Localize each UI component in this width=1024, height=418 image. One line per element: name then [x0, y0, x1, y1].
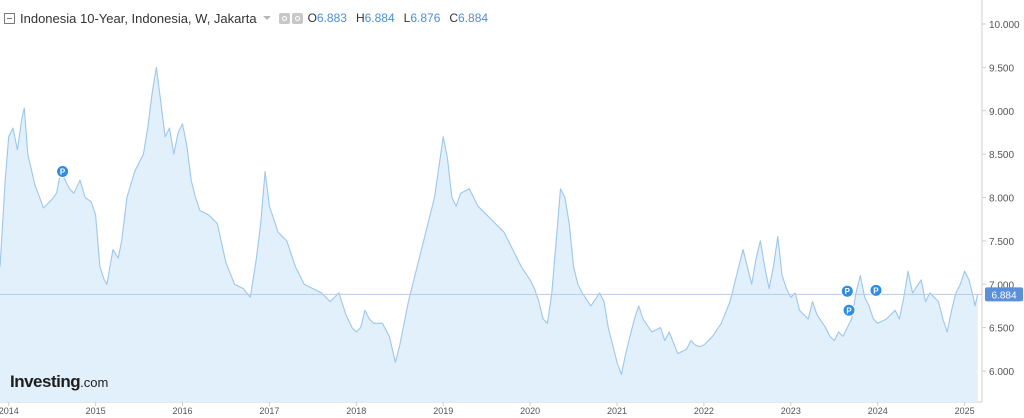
x-tick-label: 2020 — [520, 406, 540, 416]
ohlc-readout: O 6.883 H 6.884 L 6.876 C 6.884 — [308, 11, 498, 25]
y-tick-label: 6.500 — [989, 324, 1014, 335]
ohlc-high-value: 6.884 — [364, 11, 395, 25]
event-marker — [869, 283, 883, 297]
x-tick-label: 2021 — [607, 406, 627, 416]
x-tick-label: 2022 — [694, 406, 714, 416]
area-fill — [0, 67, 978, 403]
y-tick-label: 9.000 — [989, 107, 1014, 118]
x-tick-label: 2015 — [86, 406, 106, 416]
collapse-icon[interactable] — [4, 12, 15, 24]
ohlc-close-label: C — [449, 11, 459, 25]
chart-header: Indonesia 10-Year, Indonesia, W, Jakarta… — [4, 9, 497, 27]
y-tick-label: 7.000 — [989, 280, 1014, 291]
x-tick-label: 2019 — [433, 406, 453, 416]
x-tick-label: 2024 — [868, 406, 888, 416]
y-tick-label: 8.000 — [989, 194, 1014, 205]
price-line — [0, 66, 979, 376]
event-marker — [56, 164, 70, 178]
ohlc-close-value: 6.884 — [458, 11, 489, 25]
ohlc-low-label: L — [403, 11, 411, 25]
visibility-icon[interactable] — [291, 12, 303, 24]
x-tick-label: 2023 — [781, 406, 801, 416]
instrument-title[interactable]: Indonesia 10-Year, Indonesia, W, Jakarta — [20, 10, 257, 26]
x-tick-label: 2018 — [346, 406, 366, 416]
ohlc-low-value: 6.876 — [410, 11, 441, 25]
y-tick-label: 7.500 — [989, 237, 1014, 248]
y-tick-label: 8.500 — [989, 150, 1014, 161]
ohlc-high-label: H — [355, 11, 365, 25]
event-marker-label: P — [846, 306, 852, 315]
y-tick-label: 10.000 — [989, 20, 1020, 31]
event-marker-label: P — [873, 286, 879, 295]
investing-logo: Investing .com — [10, 372, 108, 392]
ohlc-open-value: 6.883 — [316, 11, 347, 25]
y-tick-label: 6.000 — [989, 367, 1014, 378]
last-price-tag — [985, 287, 1023, 302]
event-marker-label: P — [60, 167, 66, 176]
last-price-label: 6.884 — [991, 290, 1016, 301]
x-tick-label: 2016 — [172, 406, 192, 416]
settings-icon[interactable] — [278, 12, 290, 24]
logo-wordmark: Investing — [10, 372, 81, 391]
y-tick-label: 9.500 — [989, 63, 1014, 74]
logo-suffix: .com — [80, 375, 109, 390]
event-marker — [840, 284, 854, 298]
x-tick-label: 2014 — [0, 406, 19, 416]
chevron-down-icon[interactable] — [262, 16, 271, 20]
x-tick-label: 2017 — [259, 406, 279, 416]
ohlc-open-label: O — [307, 11, 317, 25]
event-marker-label: P — [845, 287, 851, 296]
x-tick-label: 2025 — [955, 406, 975, 416]
event-marker — [842, 303, 856, 317]
